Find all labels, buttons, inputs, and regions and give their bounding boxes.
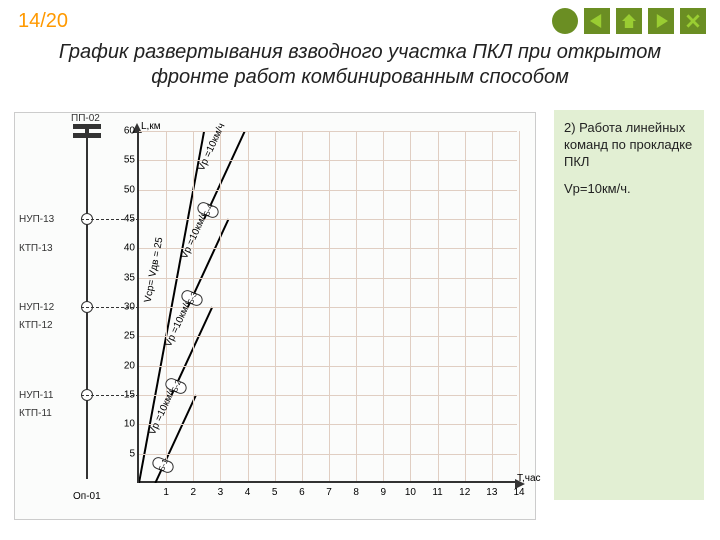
y-tick: 35 (113, 272, 135, 283)
x-tick: 4 (245, 487, 251, 498)
x-tick: 1 (163, 487, 169, 498)
x-tick: 10 (405, 487, 416, 498)
y-tick: 10 (113, 419, 135, 430)
y-tick: 40 (113, 243, 135, 254)
station-column: ПП-02 НУП-13 КТП-13 НУП-12 КТП-12 НУП-11 КТП-1… (17, 115, 127, 517)
back-button[interactable] (584, 8, 610, 34)
y-tick: 55 (113, 155, 135, 166)
x-tick: 7 (326, 487, 332, 498)
x-tick: 5 (272, 487, 278, 498)
station-label: ПП-02 (71, 113, 100, 124)
y-tick: 25 (113, 331, 135, 342)
sidebar-text-2: Vр=10км/ч. (564, 181, 694, 198)
sidebar-panel: 2) Работа линейных команд по прокладке П… (554, 110, 704, 500)
forward-button[interactable] (648, 8, 674, 34)
x-tick: 13 (486, 487, 497, 498)
station-pp (73, 124, 101, 138)
chart: ПП-02 НУП-13 КТП-13 НУП-12 КТП-12 НУП-11 КТП-1… (17, 115, 533, 517)
chart-container: ПП-02 НУП-13 КТП-13 НУП-12 КТП-12 НУП-11 КТП-1… (14, 112, 536, 520)
slide-title: График развертывания взводного участка П… (40, 40, 680, 90)
home-button[interactable] (616, 8, 642, 34)
y-tick: 5 (113, 448, 135, 459)
record-icon[interactable] (552, 8, 578, 34)
y-tick: 60 (113, 126, 135, 137)
station-label: НУП-12 (19, 302, 54, 313)
plot-area: 1234567891011121314510152025303540455055… (137, 131, 517, 483)
station-label: КТП-12 (19, 320, 53, 331)
x-tick: 14 (513, 487, 524, 498)
x-tick: 11 (432, 487, 442, 498)
close-button[interactable] (680, 8, 706, 34)
station-label: НУП-13 (19, 214, 54, 225)
slide: 14/20 График развертывания взводного уча… (0, 0, 720, 540)
x-tick: 3 (218, 487, 224, 498)
y-tick: 50 (113, 184, 135, 195)
station-label: КТП-11 (19, 408, 52, 419)
origin-label: Оп-01 (73, 491, 101, 502)
sidebar-text-1: 2) Работа линейных команд по прокладке П… (564, 120, 694, 171)
station-label: КТП-13 (19, 243, 53, 254)
x-tick: 6 (299, 487, 305, 498)
station-label: НУП-11 (19, 390, 53, 401)
y-tick: 20 (113, 360, 135, 371)
nav-bar (552, 8, 706, 34)
page-counter: 14/20 (18, 10, 68, 33)
x-axis-label: Т,час (517, 473, 541, 484)
x-tick: 9 (381, 487, 387, 498)
x-tick: 12 (459, 487, 470, 498)
x-tick: 8 (353, 487, 359, 498)
x-tick: 2 (191, 487, 197, 498)
